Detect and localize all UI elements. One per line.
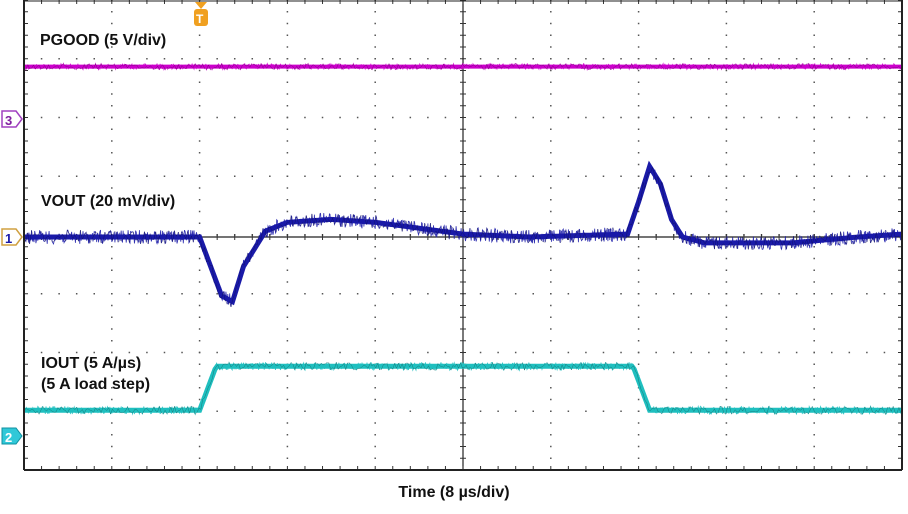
trace-ch3 — [23, 62, 903, 72]
svg-text:T: T — [196, 12, 204, 26]
trace-noise-ch1 — [23, 166, 901, 308]
pgood-label: PGOOD (5 V/div) — [40, 32, 167, 49]
x-axis-label: Time (8 µs/div) — [398, 484, 510, 501]
trace-noise-ch2 — [23, 361, 901, 416]
svg-text:2: 2 — [5, 430, 12, 445]
channel-2-marker[interactable]: 2 — [1, 427, 23, 445]
trace-ch2 — [23, 361, 903, 416]
svg-text:1: 1 — [5, 231, 12, 246]
vout-label: VOUT (20 mV/div) — [41, 193, 176, 210]
iout-label-line1: IOUT (5 A/µs) — [41, 355, 142, 372]
svg-text:3: 3 — [5, 113, 12, 128]
trigger-marker[interactable]: T — [194, 2, 208, 26]
iout-label-line2: (5 A load step) — [41, 376, 151, 393]
channel-3-marker[interactable]: 3 — [1, 110, 23, 128]
trace-ch1 — [23, 165, 903, 307]
channel-1-marker[interactable]: 1 — [1, 228, 23, 246]
trace-noise-ch3 — [23, 62, 901, 71]
traces — [23, 62, 903, 416]
